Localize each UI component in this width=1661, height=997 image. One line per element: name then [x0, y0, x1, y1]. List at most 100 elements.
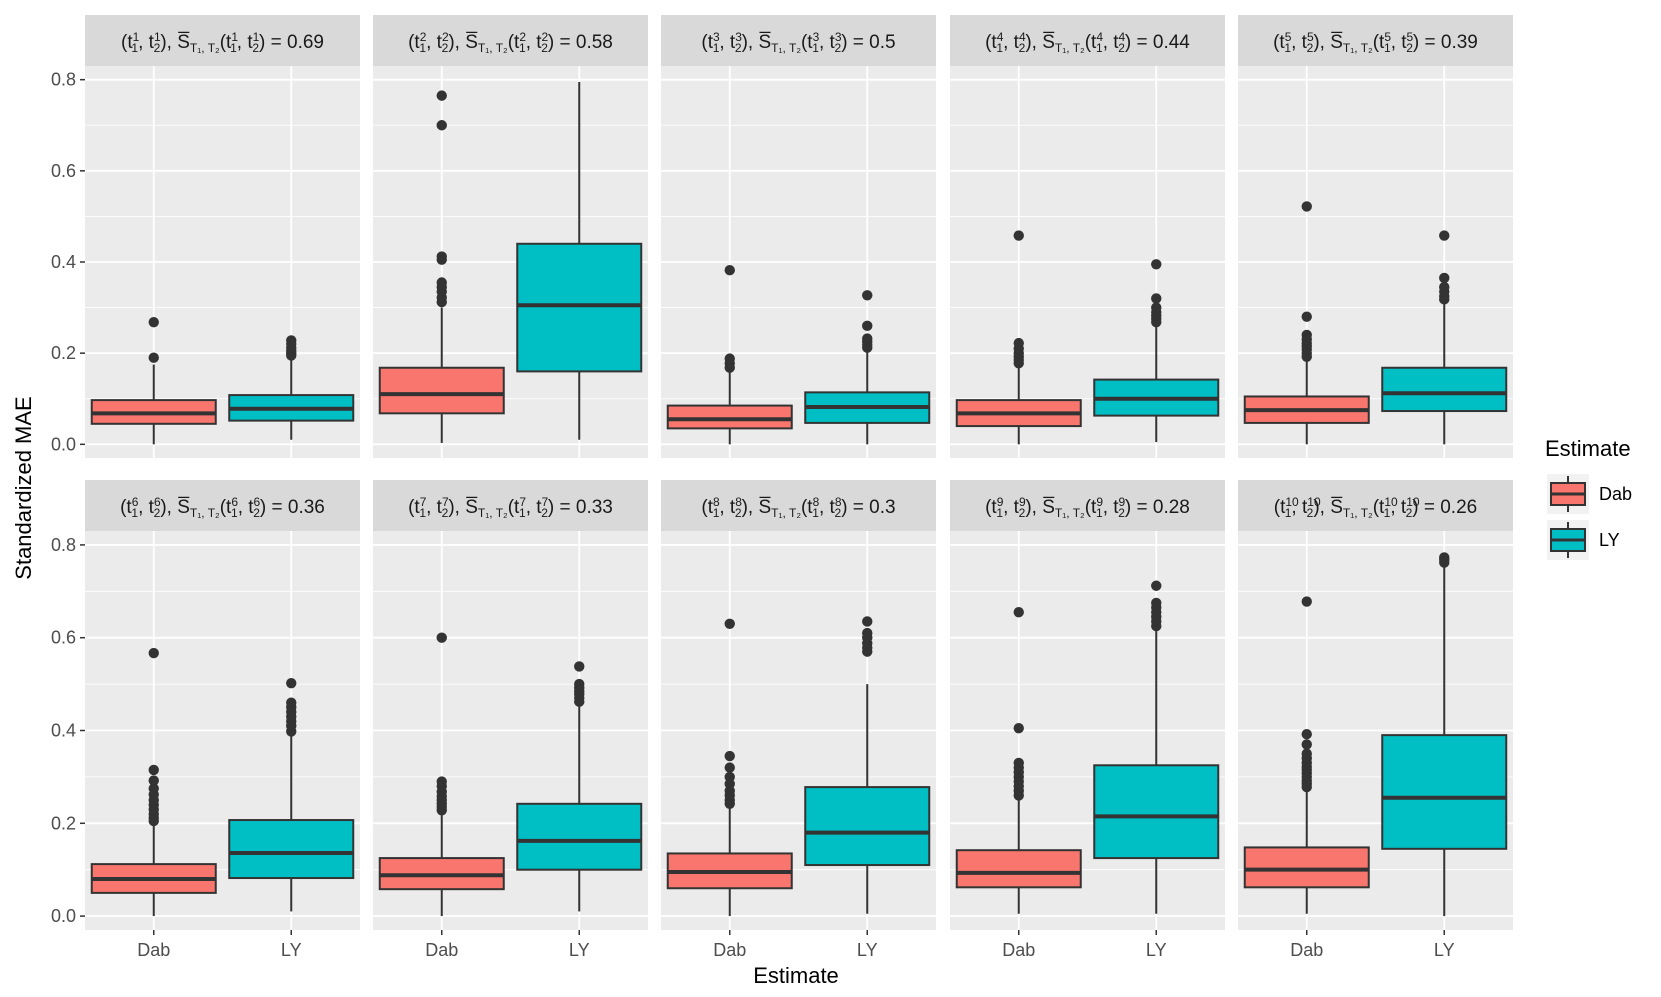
y-tick-label: 0.8	[51, 70, 76, 90]
outlier-point	[436, 277, 447, 288]
y-tick-label: 0.2	[51, 343, 76, 363]
outlier-point	[436, 90, 447, 101]
outlier-point	[1151, 293, 1162, 304]
facet-panels: (t1 1, t1 2), S̅T₁, T₂(t1 1, t1 2) = 0.69 0.0…	[51, 15, 1513, 960]
box-ly	[804, 616, 931, 914]
y-tick-label: 0.8	[51, 535, 76, 555]
y-tick-label: 0.6	[51, 628, 76, 648]
legend-key-ly: LY	[1547, 520, 1620, 560]
outlier-point	[574, 678, 585, 690]
box-dab	[666, 618, 793, 917]
facet-panel-1: (t1 1, t1 2), S̅T₁, T₂(t1 1, t1 2) = 0.69 0.0…	[51, 15, 360, 458]
box-body	[804, 786, 931, 867]
y-tick-label: 0.4	[51, 252, 76, 272]
outlier-point	[724, 265, 735, 276]
outlier-point	[148, 316, 159, 328]
box-body	[516, 242, 643, 373]
outlier-point	[1013, 230, 1024, 241]
outlier-point	[148, 764, 159, 776]
outlier-point	[1439, 230, 1450, 241]
facet-strip	[950, 480, 1225, 531]
outlier-point	[1301, 329, 1312, 341]
outlier-point	[1151, 597, 1162, 609]
box-body	[516, 802, 643, 871]
outlier-point	[148, 783, 159, 794]
outlier-point	[436, 251, 447, 262]
box-ly	[1093, 580, 1220, 914]
outlier-point	[286, 697, 297, 708]
box-ly	[804, 290, 931, 445]
y-axis-title: Standardized MAE	[11, 396, 36, 579]
facet-strip-label: (t3 1, t3 2), S̅T₁, T₂(t3 1, t3 2) = 0.5	[701, 30, 895, 55]
facet-panel-9: (t9 1, t9 2), S̅T₁, T₂(t9 1, t9 2) = 0.28 Dab…	[950, 480, 1225, 960]
legend-label: LY	[1599, 530, 1620, 550]
legend-label: Dab	[1599, 484, 1632, 504]
facet-strip-label: (t6 1, t6 2), S̅T₁, T₂(t6 1, t6 2) = 0.36	[120, 495, 325, 520]
outlier-point	[1301, 201, 1312, 212]
outlier-point	[1301, 748, 1312, 759]
outlier-point	[436, 120, 447, 131]
facet-strip	[1238, 15, 1513, 66]
outlier-point	[1439, 281, 1450, 293]
outlier-point	[1151, 259, 1162, 270]
outlier-point	[436, 632, 447, 643]
outlier-point	[1439, 272, 1450, 284]
outlier-point	[436, 776, 447, 787]
y-tick-label: 0.4	[51, 721, 76, 741]
x-tick-label: LY	[857, 940, 878, 960]
facet-strip-label: (t4 1, t4 2), S̅T₁, T₂(t4 1, t4 2) = 0.44	[985, 30, 1190, 55]
legend-title: Estimate	[1545, 436, 1631, 461]
outlier-point	[1301, 596, 1312, 607]
outlier-point	[148, 647, 159, 659]
outlier-point	[1013, 606, 1024, 618]
outlier-point	[1013, 757, 1024, 769]
facet-strip-label: (t5 1, t5 2), S̅T₁, T₂(t5 1, t5 2) = 0.39	[1273, 30, 1478, 55]
x-tick-label: LY	[1434, 940, 1455, 960]
outlier-point	[724, 762, 735, 773]
legend-key-dab: Dab	[1547, 474, 1632, 514]
facet-panel-5: (t5 1, t5 2), S̅T₁, T₂(t5 1, t5 2) = 0.39	[1238, 15, 1513, 458]
box-dab	[955, 606, 1082, 914]
legend: Estimate Dab LY	[1545, 436, 1632, 560]
outlier-point	[1301, 729, 1312, 740]
box-ly	[228, 677, 355, 912]
box-body	[378, 366, 505, 415]
box-dab	[666, 265, 793, 445]
box-body	[1381, 366, 1508, 413]
facet-strip	[661, 480, 936, 531]
box-ly	[1381, 552, 1508, 917]
facet-strip-label: (t10 1, t10 2), S̅T₁, T₂(t10 1, t10 2) = 0.2…	[1274, 495, 1477, 520]
y-tick-label: 0.2	[51, 813, 76, 833]
outlier-point	[148, 775, 159, 786]
outlier-point	[1013, 722, 1024, 734]
outlier-point	[1301, 311, 1312, 322]
y-tick-label: 0.0	[51, 434, 76, 454]
box-dab	[378, 632, 505, 917]
box-dab	[90, 647, 217, 917]
outlier-point	[862, 320, 873, 332]
outlier-point	[724, 771, 735, 783]
facet-strip	[661, 15, 936, 66]
facet-strip	[373, 480, 648, 531]
outlier-point	[724, 618, 735, 629]
box-ly	[516, 661, 643, 912]
outlier-point	[1301, 739, 1312, 750]
outlier-point	[862, 616, 873, 627]
facet-strip	[950, 15, 1225, 66]
box-ly	[516, 81, 643, 440]
facet-strip-label: (t2 1, t2 2), S̅T₁, T₂(t2 1, t2 2) = 0.58	[408, 30, 613, 55]
facet-panel-4: (t4 1, t4 2), S̅T₁, T₂(t4 1, t4 2) = 0.44	[950, 15, 1225, 458]
box-ly	[228, 335, 355, 440]
box-dab	[1243, 201, 1370, 445]
x-tick-label: LY	[1146, 940, 1167, 960]
outlier-point	[148, 352, 159, 363]
facet-strip-label: (t1 1, t1 2), S̅T₁, T₂(t1 1, t1 2) = 0.69	[121, 30, 324, 55]
facet-strip-label: (t8 1, t8 2), S̅T₁, T₂(t8 1, t8 2) = 0.3	[701, 495, 895, 520]
box-body	[1243, 846, 1370, 889]
facet-panel-2: (t2 1, t2 2), S̅T₁, T₂(t2 1, t2 2) = 0.58	[373, 15, 648, 458]
box-ly	[1381, 230, 1508, 445]
box-body	[1381, 734, 1508, 850]
x-tick-label: Dab	[425, 940, 458, 960]
x-tick-label: LY	[281, 940, 302, 960]
outlier-point	[1151, 302, 1162, 313]
